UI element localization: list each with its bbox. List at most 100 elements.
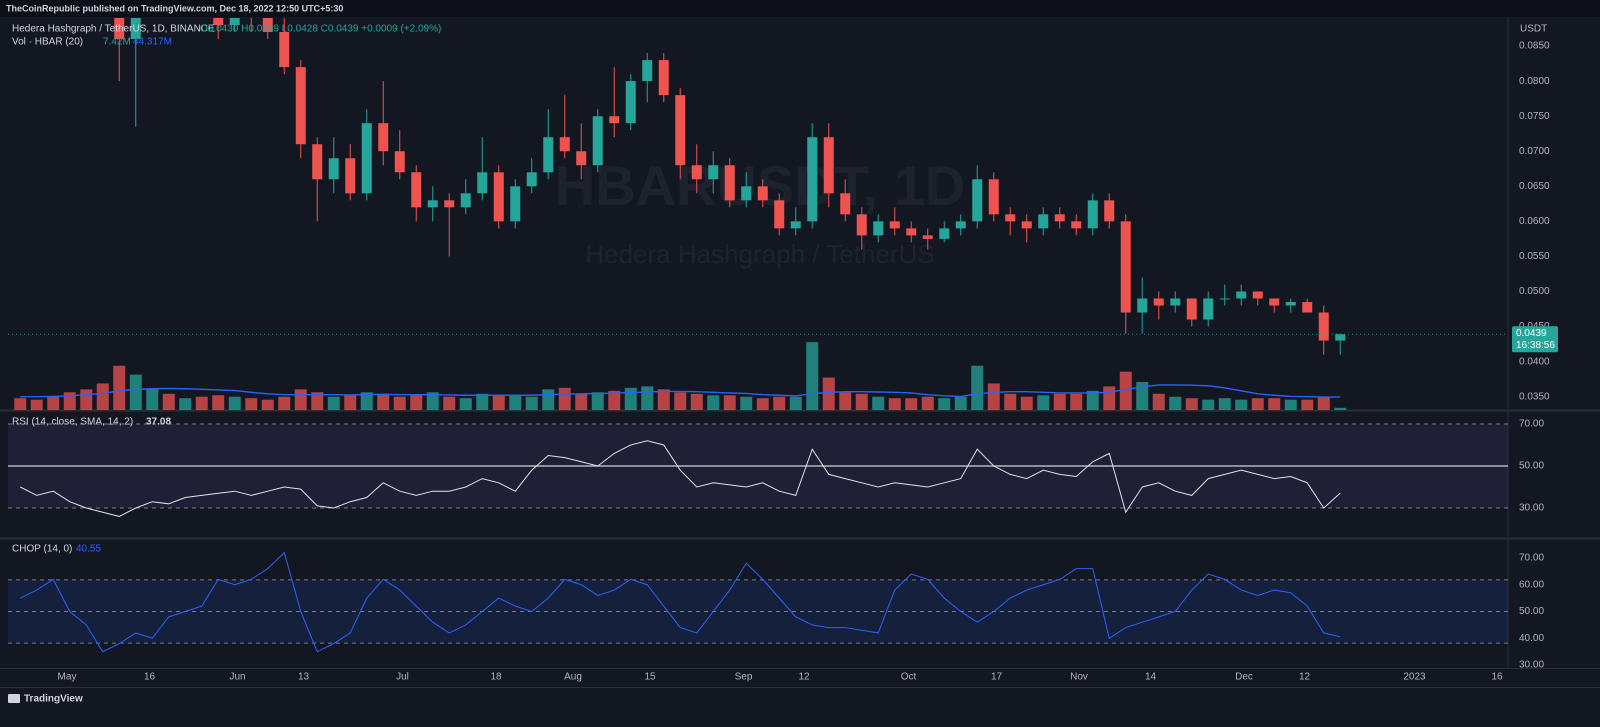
x-tick-label: Nov [1070, 672, 1088, 683]
last-price-box [1512, 326, 1558, 353]
candle-body [576, 151, 587, 166]
candle-body [477, 172, 488, 194]
candle-body [1005, 214, 1016, 222]
y-tick-label: 30.00 [1519, 660, 1544, 671]
x-tick-label: 14 [1145, 672, 1157, 683]
volume-bar [146, 389, 159, 410]
volume-bar [707, 395, 720, 410]
candle-body [510, 186, 521, 222]
candle-body [823, 137, 834, 194]
candle-body [675, 95, 686, 166]
volume-bar [674, 392, 687, 410]
candle-body [988, 179, 999, 215]
volume-bar [971, 365, 984, 410]
rsi-legend: RSI (14, close, SMA, 14, 2) [12, 417, 133, 428]
candle-body [1219, 298, 1230, 300]
candle-body [1236, 291, 1247, 299]
volume-bar [1037, 395, 1050, 410]
volume-bar [1317, 396, 1330, 410]
candle-body [1054, 214, 1065, 222]
candle-body [1120, 221, 1131, 313]
volume-bar [294, 389, 307, 410]
volume-bar [245, 398, 258, 410]
candle-body [543, 137, 554, 173]
candle-body [955, 221, 966, 229]
candle-body [526, 172, 537, 187]
volume-legend: Vol · HBAR (20) [12, 37, 83, 48]
candle-body [1153, 298, 1164, 306]
candle-body [741, 186, 752, 201]
candle-body [840, 193, 851, 215]
watermark-sub: Hedera Hashgraph / TetherUS [585, 239, 934, 269]
candle-body [1137, 298, 1148, 313]
candle-body [246, 18, 257, 19]
volume-bar [1070, 393, 1083, 410]
y-tick-label: 0.0800 [1519, 76, 1550, 87]
y-tick-label: 0.0750 [1519, 111, 1550, 122]
volume-bar [1202, 399, 1215, 410]
candle-body [262, 18, 273, 33]
volume-bar [1152, 393, 1165, 410]
candle-body [312, 144, 323, 180]
volume-bar [1136, 381, 1149, 410]
candle-body [1087, 200, 1098, 229]
volume-bar [509, 395, 522, 410]
volume-bar [756, 398, 769, 410]
candle-body [1302, 302, 1313, 313]
y-tick-label: 50.00 [1519, 606, 1544, 617]
candle-body [873, 221, 884, 236]
volume-bar [1053, 393, 1066, 410]
volume-bar [855, 393, 868, 410]
volume-bar [14, 398, 27, 410]
y-tick-label: 0.0400 [1519, 356, 1550, 367]
volume-bar [542, 389, 555, 410]
rsi-last: 37.08 [146, 417, 171, 428]
volume-bar [921, 396, 934, 410]
indicator-line [20, 551, 1341, 653]
y-tick-label: 0.0550 [1519, 251, 1550, 262]
volume-bar [1334, 407, 1347, 410]
x-tick-label: Sep [735, 672, 753, 683]
volume-bar [410, 395, 423, 410]
volume-bar [773, 396, 786, 410]
candle-body [1021, 221, 1032, 229]
candle-body [790, 221, 801, 229]
volume-bar [789, 396, 802, 410]
candle-body [444, 200, 455, 208]
candle-body [1318, 312, 1329, 341]
volume-bar [641, 386, 654, 410]
candle-body [856, 214, 867, 236]
candle-body [1269, 298, 1280, 306]
volume-bar [1119, 371, 1132, 410]
candle-body [906, 228, 917, 236]
volume-bar [1004, 393, 1017, 410]
y-tick-label: 50.00 [1519, 461, 1544, 472]
brand: TradingView [24, 694, 83, 705]
brand-logo: TradingView [8, 694, 83, 705]
candle-body [708, 165, 719, 180]
x-tick-label: 16 [1491, 672, 1503, 683]
candle-body [1038, 214, 1049, 229]
volume-bar [377, 393, 390, 410]
candle-body [493, 172, 504, 222]
volume-bar [30, 399, 43, 410]
volume-bar [1103, 386, 1116, 410]
x-tick-label: Oct [901, 672, 917, 683]
volume-last: 7.42M [103, 37, 131, 48]
candle-body [1170, 298, 1181, 306]
candle-body [1186, 298, 1197, 320]
volume-bar [905, 398, 918, 410]
volume-bar [1235, 399, 1248, 410]
x-tick-label: 17 [991, 672, 1003, 683]
volume-bar [1301, 399, 1314, 410]
volume-bar [839, 392, 852, 410]
volume-bar [954, 396, 967, 410]
volume-bar [179, 398, 192, 410]
y-tick-label: 40.00 [1519, 633, 1544, 644]
candle-body [295, 67, 306, 145]
y-tick-label: 70.00 [1519, 419, 1544, 430]
volume-bar [344, 395, 357, 410]
volume-bar [228, 396, 241, 410]
